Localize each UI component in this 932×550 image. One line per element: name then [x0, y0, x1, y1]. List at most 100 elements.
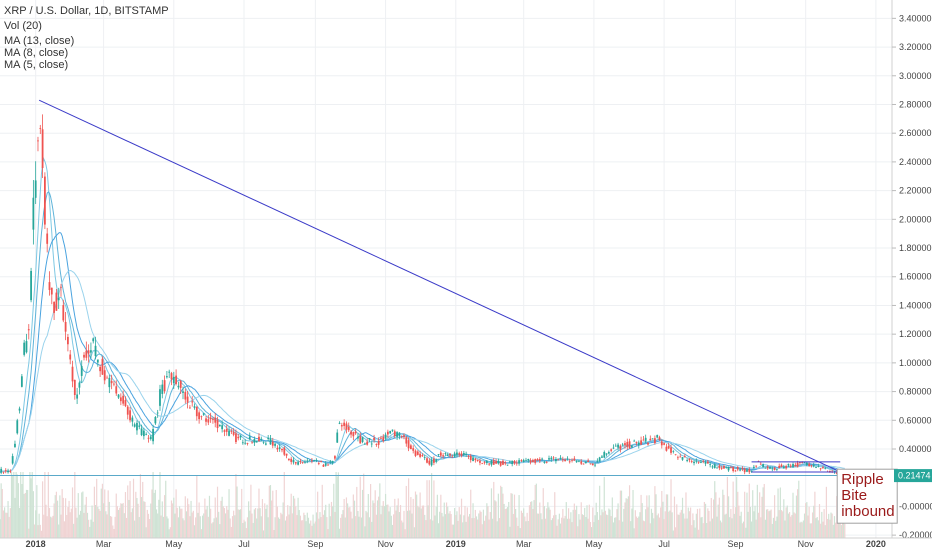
candle-body [218, 424, 221, 427]
volume-bar [761, 496, 763, 538]
candle-body [702, 460, 705, 462]
volume-bar [378, 496, 380, 538]
candle-body [99, 366, 102, 372]
candle-body [34, 180, 37, 198]
volume-bar [403, 510, 405, 538]
volume-bar [450, 514, 452, 538]
volume-bar [724, 514, 726, 538]
candle-body [628, 441, 631, 449]
volume-bar [10, 472, 13, 538]
candles [0, 114, 845, 477]
volume-bar [130, 512, 132, 538]
volume-bar [544, 518, 547, 538]
volume-bar [426, 480, 428, 538]
candle-body [575, 460, 578, 463]
volume-bar [706, 523, 708, 538]
volume-bar [425, 520, 427, 538]
volume-bar [123, 513, 125, 538]
candle-body [552, 457, 555, 459]
candle-body [545, 461, 548, 463]
volume-bar [535, 483, 537, 538]
volume-bar [640, 494, 642, 538]
annotation-box[interactable] [836, 468, 898, 524]
candle-body [322, 464, 325, 467]
volume-bar [431, 473, 433, 538]
candle-body [718, 465, 721, 469]
x-tick-label: 2019 [446, 539, 466, 549]
candle-body [688, 458, 691, 461]
candle-body [782, 466, 785, 469]
candle-body [513, 460, 516, 464]
volume-bar [177, 517, 179, 538]
volume-bar [181, 508, 183, 538]
candle-body [55, 292, 58, 311]
candle-body [131, 417, 134, 422]
volume-bar [808, 506, 810, 538]
candle-body [460, 453, 463, 456]
drawings[interactable] [0, 99, 892, 477]
candle-body [444, 453, 447, 454]
volume-bar [145, 527, 147, 538]
volume-bar [551, 518, 554, 538]
volume-bar [792, 492, 794, 538]
time-axis[interactable]: 2018 Mar May Jul Sep Nov 2019 Mar May Jul Sep Nov 20… [0, 537, 932, 549]
volume-bar [340, 517, 342, 538]
volume-bar [791, 514, 793, 538]
volume-bar [417, 505, 419, 538]
candle-body [561, 459, 564, 461]
volume-bar [738, 505, 740, 538]
candle-body [184, 392, 187, 400]
volume-bar [564, 515, 566, 538]
candle-body [27, 329, 30, 331]
volume-bar [25, 489, 28, 538]
volume-bar [39, 524, 41, 538]
volume-bar [727, 496, 730, 538]
candle-body [186, 396, 189, 403]
candle-body [713, 464, 716, 468]
volume-bar [27, 489, 29, 538]
volume-bar [294, 498, 296, 538]
annotation-note[interactable]: Ripple Bite inbound [836, 468, 898, 524]
candle-body [573, 458, 576, 461]
volume-bar [288, 514, 290, 538]
volume-bar [98, 508, 100, 538]
volume-bar [770, 509, 772, 538]
volume-bar [344, 517, 346, 538]
volume-bar [146, 509, 148, 538]
candle-body [686, 460, 689, 461]
volume-bar [754, 505, 756, 538]
volume-bar [597, 519, 600, 538]
volume-bar [634, 510, 636, 538]
volume-bar [329, 516, 331, 538]
volume-bar [73, 523, 75, 538]
volume-bar [725, 513, 727, 538]
volume-bar [807, 515, 809, 538]
volume-bar [810, 523, 813, 538]
volume-bar [745, 527, 747, 538]
volume-bar [503, 503, 505, 538]
price-axis[interactable]: 3.40000 3.20000 3.00000 2.80000 2.60000 2.400… [891, 0, 932, 540]
volume-bar [719, 520, 722, 538]
volume-bar [833, 516, 836, 538]
candle-body [727, 466, 730, 471]
candle-body [716, 467, 718, 469]
y-tick-label: 2.00000 [899, 214, 932, 224]
candle-body [607, 452, 610, 454]
volume-bar [91, 505, 93, 538]
volume-bar [390, 515, 392, 538]
candle-body [651, 438, 654, 440]
candle-body [347, 426, 350, 431]
candle-body [16, 420, 19, 434]
volume-bar [465, 521, 467, 538]
volume-bar [352, 494, 354, 538]
volume-bar [515, 509, 517, 538]
candle-body [752, 466, 755, 468]
volume-bar [163, 495, 166, 538]
candle-body [637, 442, 640, 446]
volume-bar [579, 519, 581, 538]
candle-body [198, 412, 201, 420]
volume-bar [304, 515, 306, 538]
volume-bar [731, 518, 733, 538]
